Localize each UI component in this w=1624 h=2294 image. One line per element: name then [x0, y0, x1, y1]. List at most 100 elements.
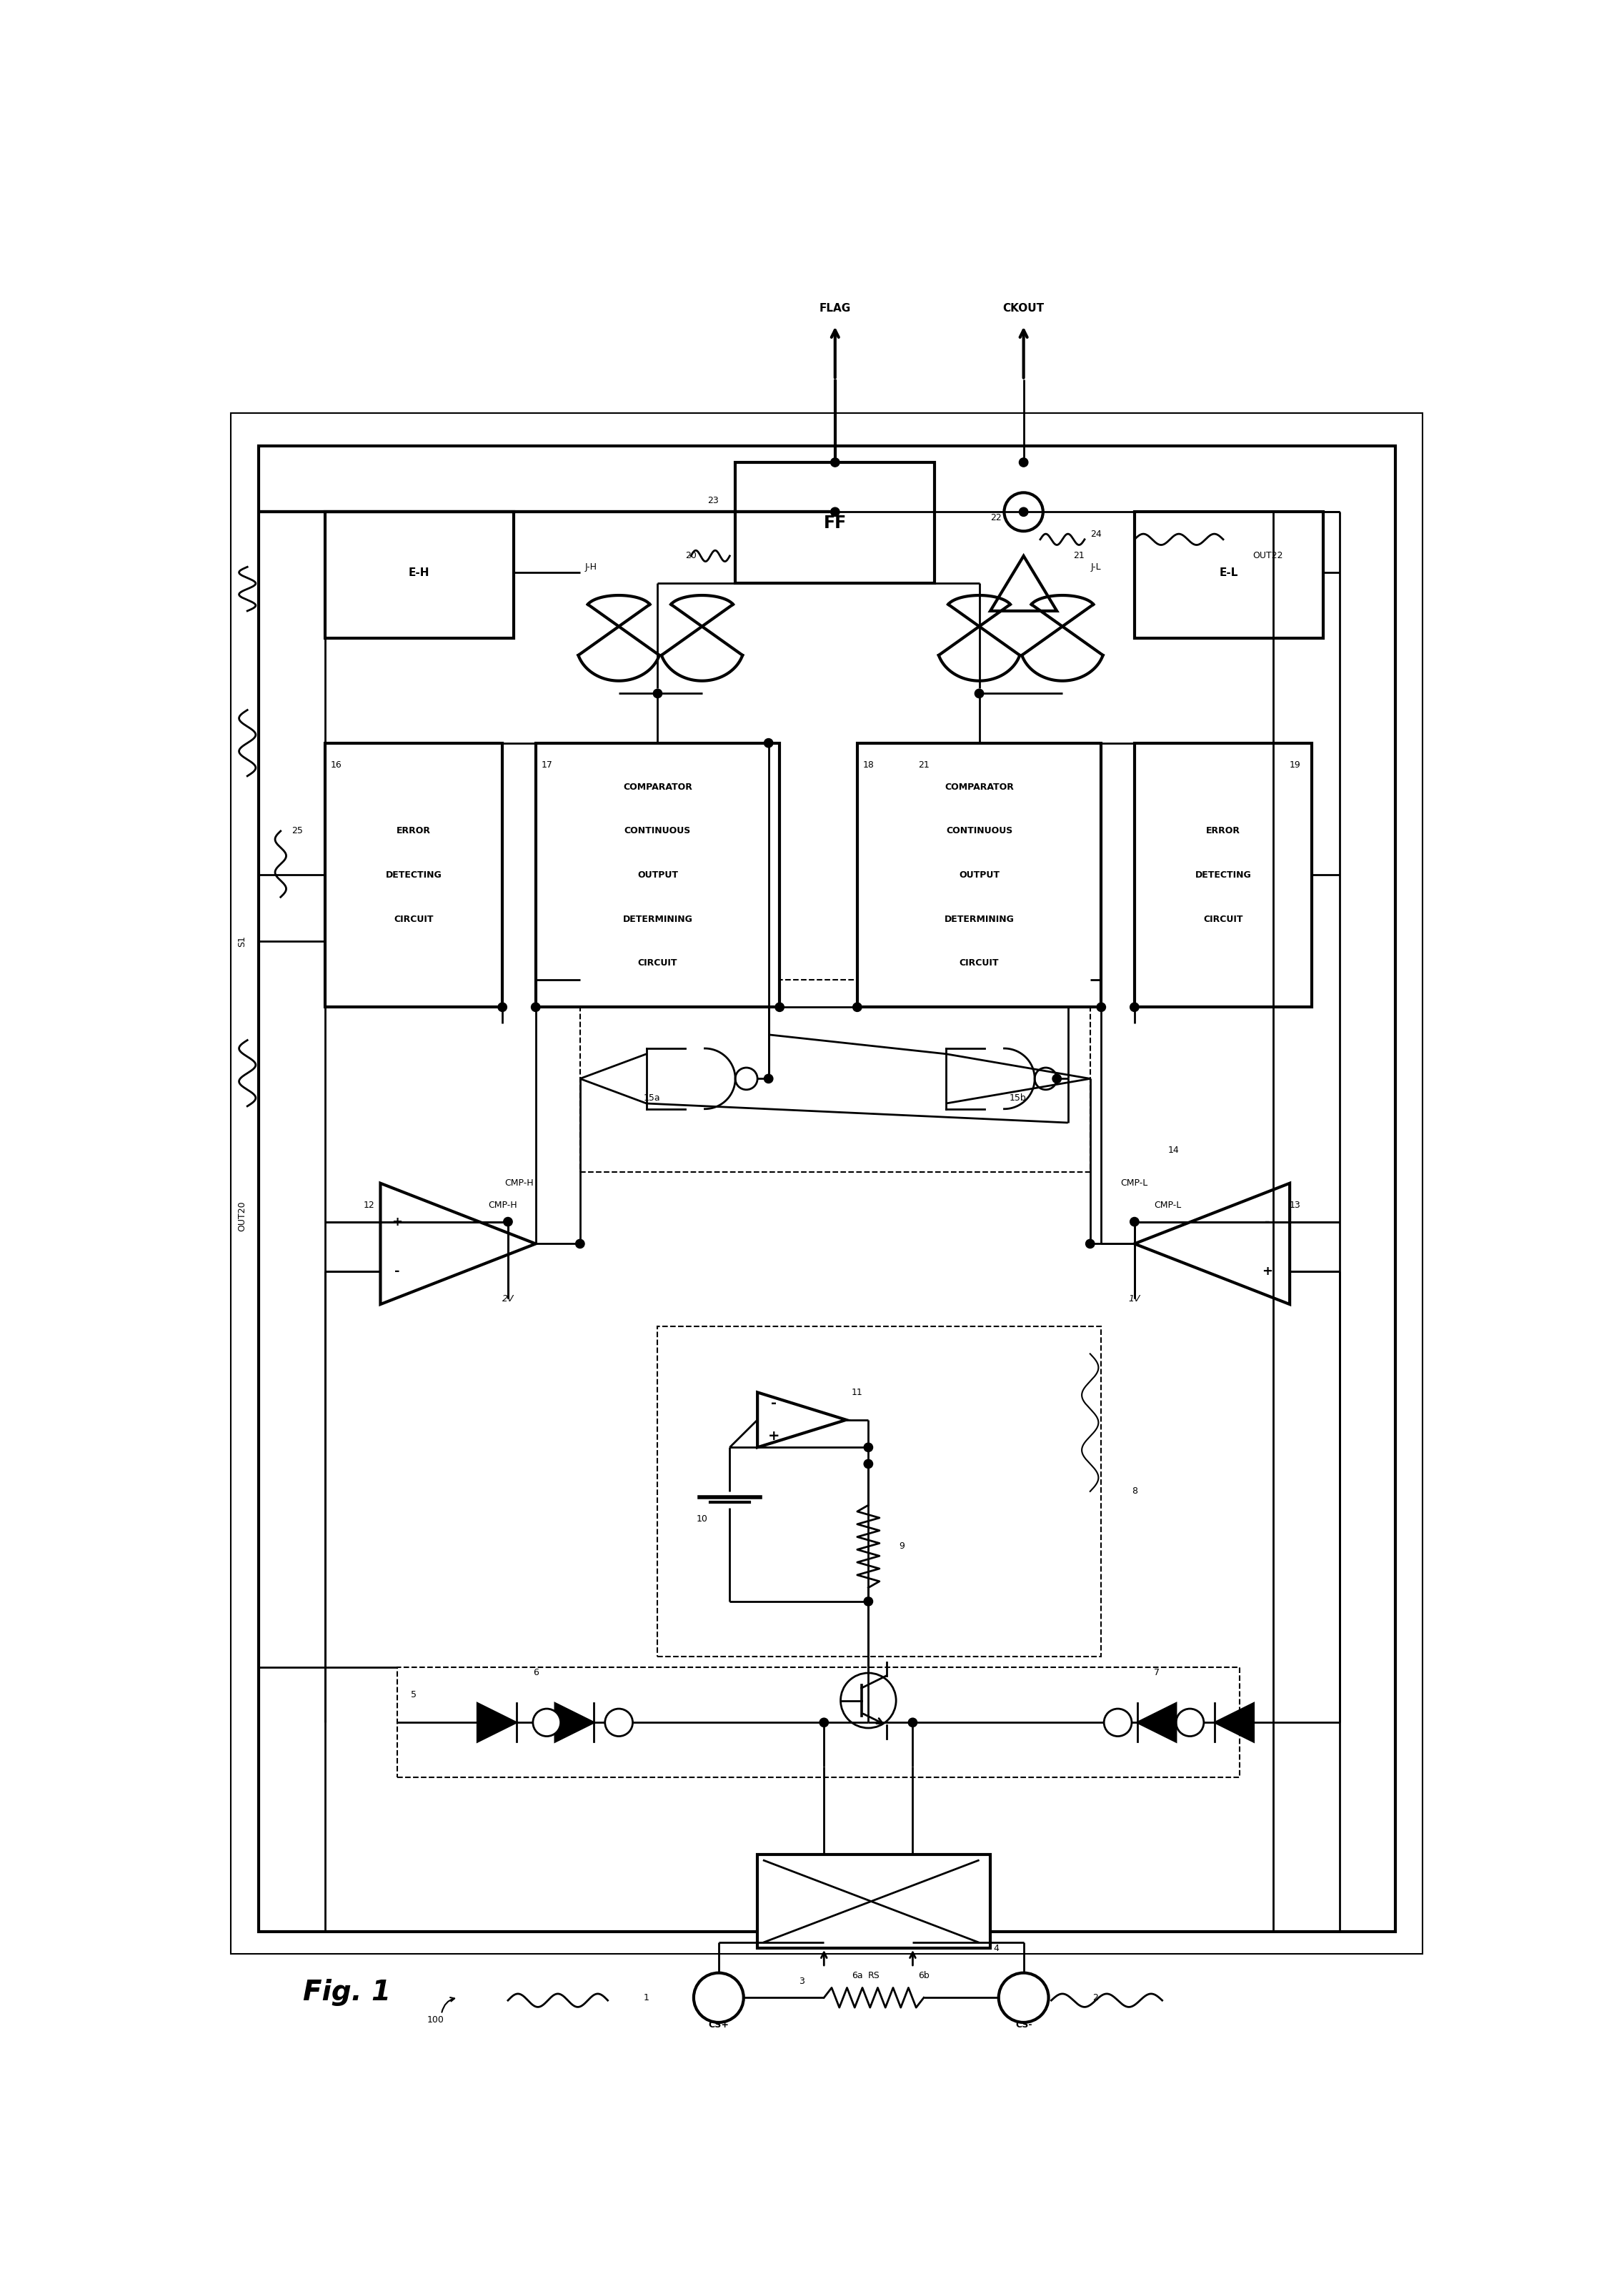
Bar	[1135, 512, 1324, 638]
Text: COMPARATOR: COMPARATOR	[945, 782, 1013, 791]
Circle shape	[1130, 1002, 1138, 1012]
Text: 6: 6	[533, 1668, 539, 1677]
Text: 18: 18	[862, 759, 874, 771]
Text: 22: 22	[991, 514, 1002, 523]
Text: CIRCUIT: CIRCUIT	[1203, 915, 1242, 924]
Text: E-L: E-L	[1220, 567, 1237, 578]
Polygon shape	[555, 1702, 594, 1741]
Text: OUTPUT: OUTPUT	[637, 869, 677, 879]
Polygon shape	[477, 1702, 516, 1741]
Circle shape	[864, 1597, 872, 1606]
Polygon shape	[1137, 1702, 1176, 1741]
Text: Fig. 1: Fig. 1	[302, 1977, 391, 2005]
Circle shape	[1004, 493, 1043, 532]
Text: 21: 21	[918, 759, 929, 771]
Text: 14: 14	[1168, 1145, 1179, 1154]
Text: FF: FF	[823, 514, 846, 532]
Text: CIRCUIT: CIRCUIT	[638, 959, 677, 968]
Text: DETECTING: DETECTING	[385, 869, 442, 879]
Bar	[325, 743, 502, 1007]
Text: 16: 16	[330, 759, 341, 771]
Text: 1V: 1V	[1129, 1294, 1140, 1303]
Text: -: -	[395, 1264, 400, 1278]
Text: 12: 12	[364, 1200, 375, 1209]
Text: CS+: CS+	[708, 2021, 729, 2030]
Circle shape	[765, 1074, 773, 1083]
Circle shape	[533, 1709, 560, 1737]
Text: 15a: 15a	[643, 1094, 661, 1103]
Bar	[1135, 743, 1312, 1007]
Text: 19: 19	[1289, 759, 1301, 771]
Circle shape	[974, 688, 984, 697]
Text: DETECTING: DETECTING	[1195, 869, 1252, 879]
Text: DETERMINING: DETERMINING	[944, 915, 1015, 924]
Text: CONTINUOUS: CONTINUOUS	[624, 826, 690, 835]
Text: 21: 21	[1073, 551, 1085, 560]
Text: CIRCUIT: CIRCUIT	[395, 915, 434, 924]
Circle shape	[1034, 1067, 1057, 1090]
Text: 13: 13	[1289, 1200, 1301, 1209]
Text: RS: RS	[867, 1971, 880, 1980]
Text: 2V: 2V	[502, 1294, 513, 1303]
Text: COMPARATOR: COMPARATOR	[624, 782, 692, 791]
Text: 7: 7	[1153, 1668, 1160, 1677]
Text: 100: 100	[427, 2014, 445, 2023]
Polygon shape	[380, 1184, 536, 1305]
Text: J-H: J-H	[585, 562, 598, 571]
Circle shape	[864, 1443, 872, 1452]
Text: 1: 1	[643, 1993, 650, 2003]
Text: CMP-L: CMP-L	[1121, 1179, 1148, 1188]
Text: 5: 5	[411, 1691, 416, 1700]
Circle shape	[1176, 1709, 1203, 1737]
Text: ERROR: ERROR	[396, 826, 430, 835]
Bar	[658, 1326, 1101, 1656]
Text: CONTINUOUS: CONTINUOUS	[945, 826, 1012, 835]
Circle shape	[1096, 1002, 1106, 1012]
Text: 24: 24	[1090, 530, 1101, 539]
Circle shape	[1020, 459, 1028, 466]
Circle shape	[1020, 507, 1028, 516]
Text: 10: 10	[697, 1514, 708, 1523]
Circle shape	[1130, 1218, 1138, 1227]
Circle shape	[499, 1002, 507, 1012]
Text: OUTPUT: OUTPUT	[958, 869, 1000, 879]
Circle shape	[853, 1002, 862, 1012]
Text: -: -	[771, 1397, 776, 1411]
Text: 6a: 6a	[851, 1971, 862, 1980]
Circle shape	[575, 1239, 585, 1248]
Text: -: -	[1265, 1216, 1270, 1227]
Text: CS-: CS-	[1015, 2021, 1031, 2030]
Circle shape	[1086, 1239, 1095, 1248]
Circle shape	[531, 1002, 541, 1012]
Text: 25: 25	[292, 826, 304, 835]
Circle shape	[820, 1718, 828, 1727]
Text: 23: 23	[708, 496, 719, 505]
Text: 6b: 6b	[918, 1971, 929, 1980]
Text: DETERMINING: DETERMINING	[622, 915, 692, 924]
Text: OUT20: OUT20	[237, 1202, 247, 1232]
Circle shape	[693, 1973, 744, 2023]
Circle shape	[864, 1459, 872, 1468]
Text: CKOUT: CKOUT	[1004, 303, 1044, 314]
Text: CMP-L: CMP-L	[1155, 1200, 1181, 1209]
Text: 11: 11	[851, 1388, 862, 1397]
Bar	[580, 980, 1090, 1172]
Text: 3: 3	[799, 1977, 804, 1987]
Text: 15b: 15b	[1010, 1094, 1026, 1103]
Circle shape	[841, 1672, 896, 1727]
Circle shape	[503, 1218, 513, 1227]
Text: 9: 9	[898, 1542, 905, 1551]
Bar	[757, 1854, 991, 1948]
Bar	[231, 413, 1423, 1954]
Circle shape	[765, 739, 773, 748]
Polygon shape	[757, 1392, 846, 1448]
Circle shape	[775, 1002, 784, 1012]
Text: OUT22: OUT22	[1252, 551, 1283, 560]
Circle shape	[606, 1709, 633, 1737]
Circle shape	[830, 507, 840, 516]
Circle shape	[1052, 1074, 1062, 1083]
Text: +: +	[768, 1429, 780, 1443]
Text: 20: 20	[685, 551, 697, 560]
Text: CIRCUIT: CIRCUIT	[960, 959, 999, 968]
Text: E-H: E-H	[409, 567, 430, 578]
